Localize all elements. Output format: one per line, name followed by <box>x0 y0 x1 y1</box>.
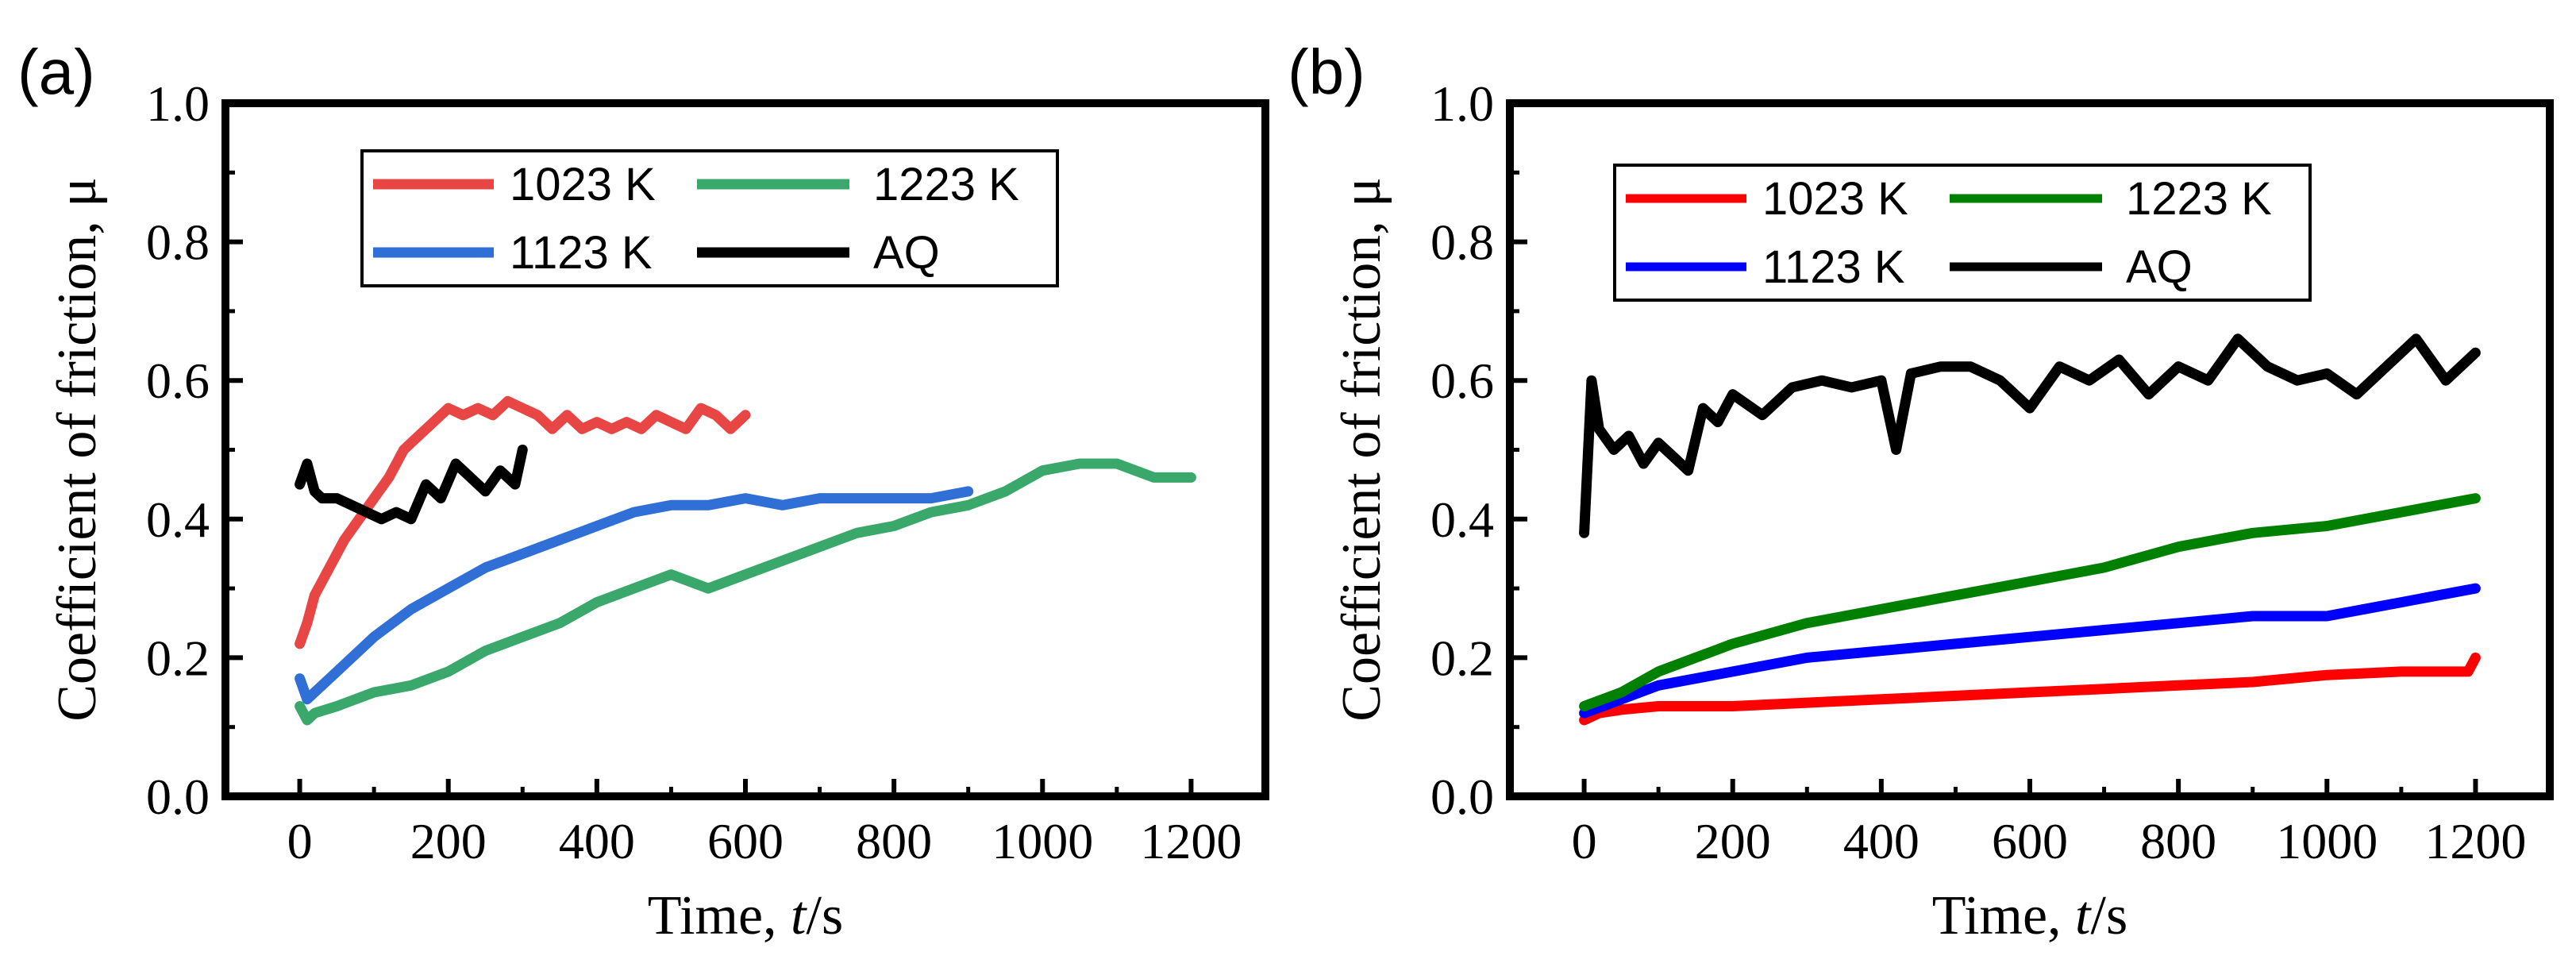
panel-b-xlabel-suffix: /s <box>2091 885 2128 946</box>
panel-a-legend-label-1223k: 1223 K <box>873 159 1019 210</box>
panel-a-label: (a) <box>17 37 95 107</box>
panel-a-legend-box <box>360 149 1059 287</box>
panel-b-legend-label-1223k: 1223 K <box>2126 173 2272 225</box>
panel-a-xlabel-suffix: /s <box>807 885 844 946</box>
panel-a-xtick-label-0: 0 <box>287 813 313 869</box>
panel-b-xtick-label-1200: 1200 <box>2424 813 2526 869</box>
panel-a-ytick-label-0.2: 0.2 <box>146 630 210 686</box>
panel-b-legend: 1023 K 1223 K 1123 K AQ <box>1613 164 2312 302</box>
panel-a-xtick-label-200: 200 <box>410 813 487 869</box>
panel-b-ytick-label-1.0: 1.0 <box>1430 75 1494 132</box>
panel-b-plot <box>1579 333 2481 726</box>
panel-a-ytick-label-0.0: 0.0 <box>146 769 210 825</box>
panel-b-ylabel: Coefficient of friction, μ <box>1331 177 1392 721</box>
panel-b-legend-label-aq: AQ <box>2126 241 2193 293</box>
panel-a-xlabel-var: t <box>791 885 807 946</box>
panel-a-ytick-label-1.0: 1.0 <box>146 75 210 132</box>
panel-a-ytick-label-0.6: 0.6 <box>146 353 210 409</box>
panel-a-legend-label-1123k: 1123 K <box>510 227 653 279</box>
panel-b-xlabel: Time, t/s <box>1932 885 2127 946</box>
panel-a-series-aq <box>295 445 528 525</box>
panel-a-ylabel: Coefficient of friction, μ <box>47 177 108 721</box>
panel-a-xtick-label-1000: 1000 <box>992 813 1093 869</box>
panel-a-xtick-label-800: 800 <box>856 813 932 869</box>
panel-b-xlabel-var: t <box>2075 885 2092 946</box>
panel-b-series-1023k <box>1579 652 2481 726</box>
panel-b-ytick-label-0.6: 0.6 <box>1430 353 1494 409</box>
panel-b-ytick-label-0.0: 0.0 <box>1430 769 1494 825</box>
panel-a-series-1223k <box>295 458 1196 726</box>
panel-b-xtick-label-200: 200 <box>1695 813 1771 869</box>
panel-a-xlabel-prefix: Time, <box>648 885 791 946</box>
panel-b-xtick-label-1000: 1000 <box>2276 813 2378 869</box>
panel-b-xtick-label-0: 0 <box>1572 813 1597 869</box>
panel-a-legend-label-aq: AQ <box>873 227 940 279</box>
panel-a-xtick-label-400: 400 <box>559 813 635 869</box>
panel-a-series-1123k <box>295 486 974 705</box>
panel-a-legend-label-1023k: 1023 K <box>510 159 656 210</box>
panel-b-xlabel-prefix: Time, <box>1932 885 2075 946</box>
panel-b-ticks: 0 200 400 600 800 1000 1200 0.0 0.2 0.4 0.6 0.8 1.0 <box>1430 75 2552 869</box>
panel-a-xtick-label-1200: 1200 <box>1140 813 1242 869</box>
panel-a-legend: 1023 K 1223 K 1123 K AQ <box>360 149 1059 287</box>
panel-a-xtick-label-600: 600 <box>707 813 784 869</box>
panel-a-ticks: 0 200 400 600 800 1000 1200 0.0 0.2 0.4 0.6 0.8 1.0 <box>146 75 1268 869</box>
panel-a-xlabel: Time, t/s <box>648 885 843 946</box>
panel-a-ytick-label-0.4: 0.4 <box>146 491 210 548</box>
panel-a: (a) 0 200 400 600 800 1000 1200 0.0 0.2 0.4 0.6 0.8… <box>17 37 1269 946</box>
panel-b-xtick-label-400: 400 <box>1843 813 1919 869</box>
panel-b-ytick-label-0.2: 0.2 <box>1430 630 1494 686</box>
panel-b-legend-label-1023k: 1023 K <box>1762 173 1908 225</box>
panel-b-series-aq <box>1579 333 2481 538</box>
panel-b-xtick-label-800: 800 <box>2140 813 2216 869</box>
panel-b-series-1223k <box>1579 493 2481 711</box>
panel-b-xtick-label-600: 600 <box>1992 813 2068 869</box>
panel-b-legend-label-1123k: 1123 K <box>1762 241 1905 293</box>
panel-b-series-1123k <box>1579 583 2481 719</box>
panel-a-plot <box>295 395 1196 726</box>
panel-b: (b) 0 200 400 600 800 1000 1200 0.0 0.2 0.4 0.6 0.8… <box>1288 37 2554 946</box>
panel-b-label: (b) <box>1288 37 1365 107</box>
panel-a-series-1023k <box>295 395 751 649</box>
panel-b-legend-box <box>1613 164 2312 302</box>
panel-b-ytick-label-0.4: 0.4 <box>1430 491 1494 548</box>
panel-b-ytick-label-0.8: 0.8 <box>1430 214 1494 271</box>
panel-a-ytick-label-0.8: 0.8 <box>146 214 210 271</box>
